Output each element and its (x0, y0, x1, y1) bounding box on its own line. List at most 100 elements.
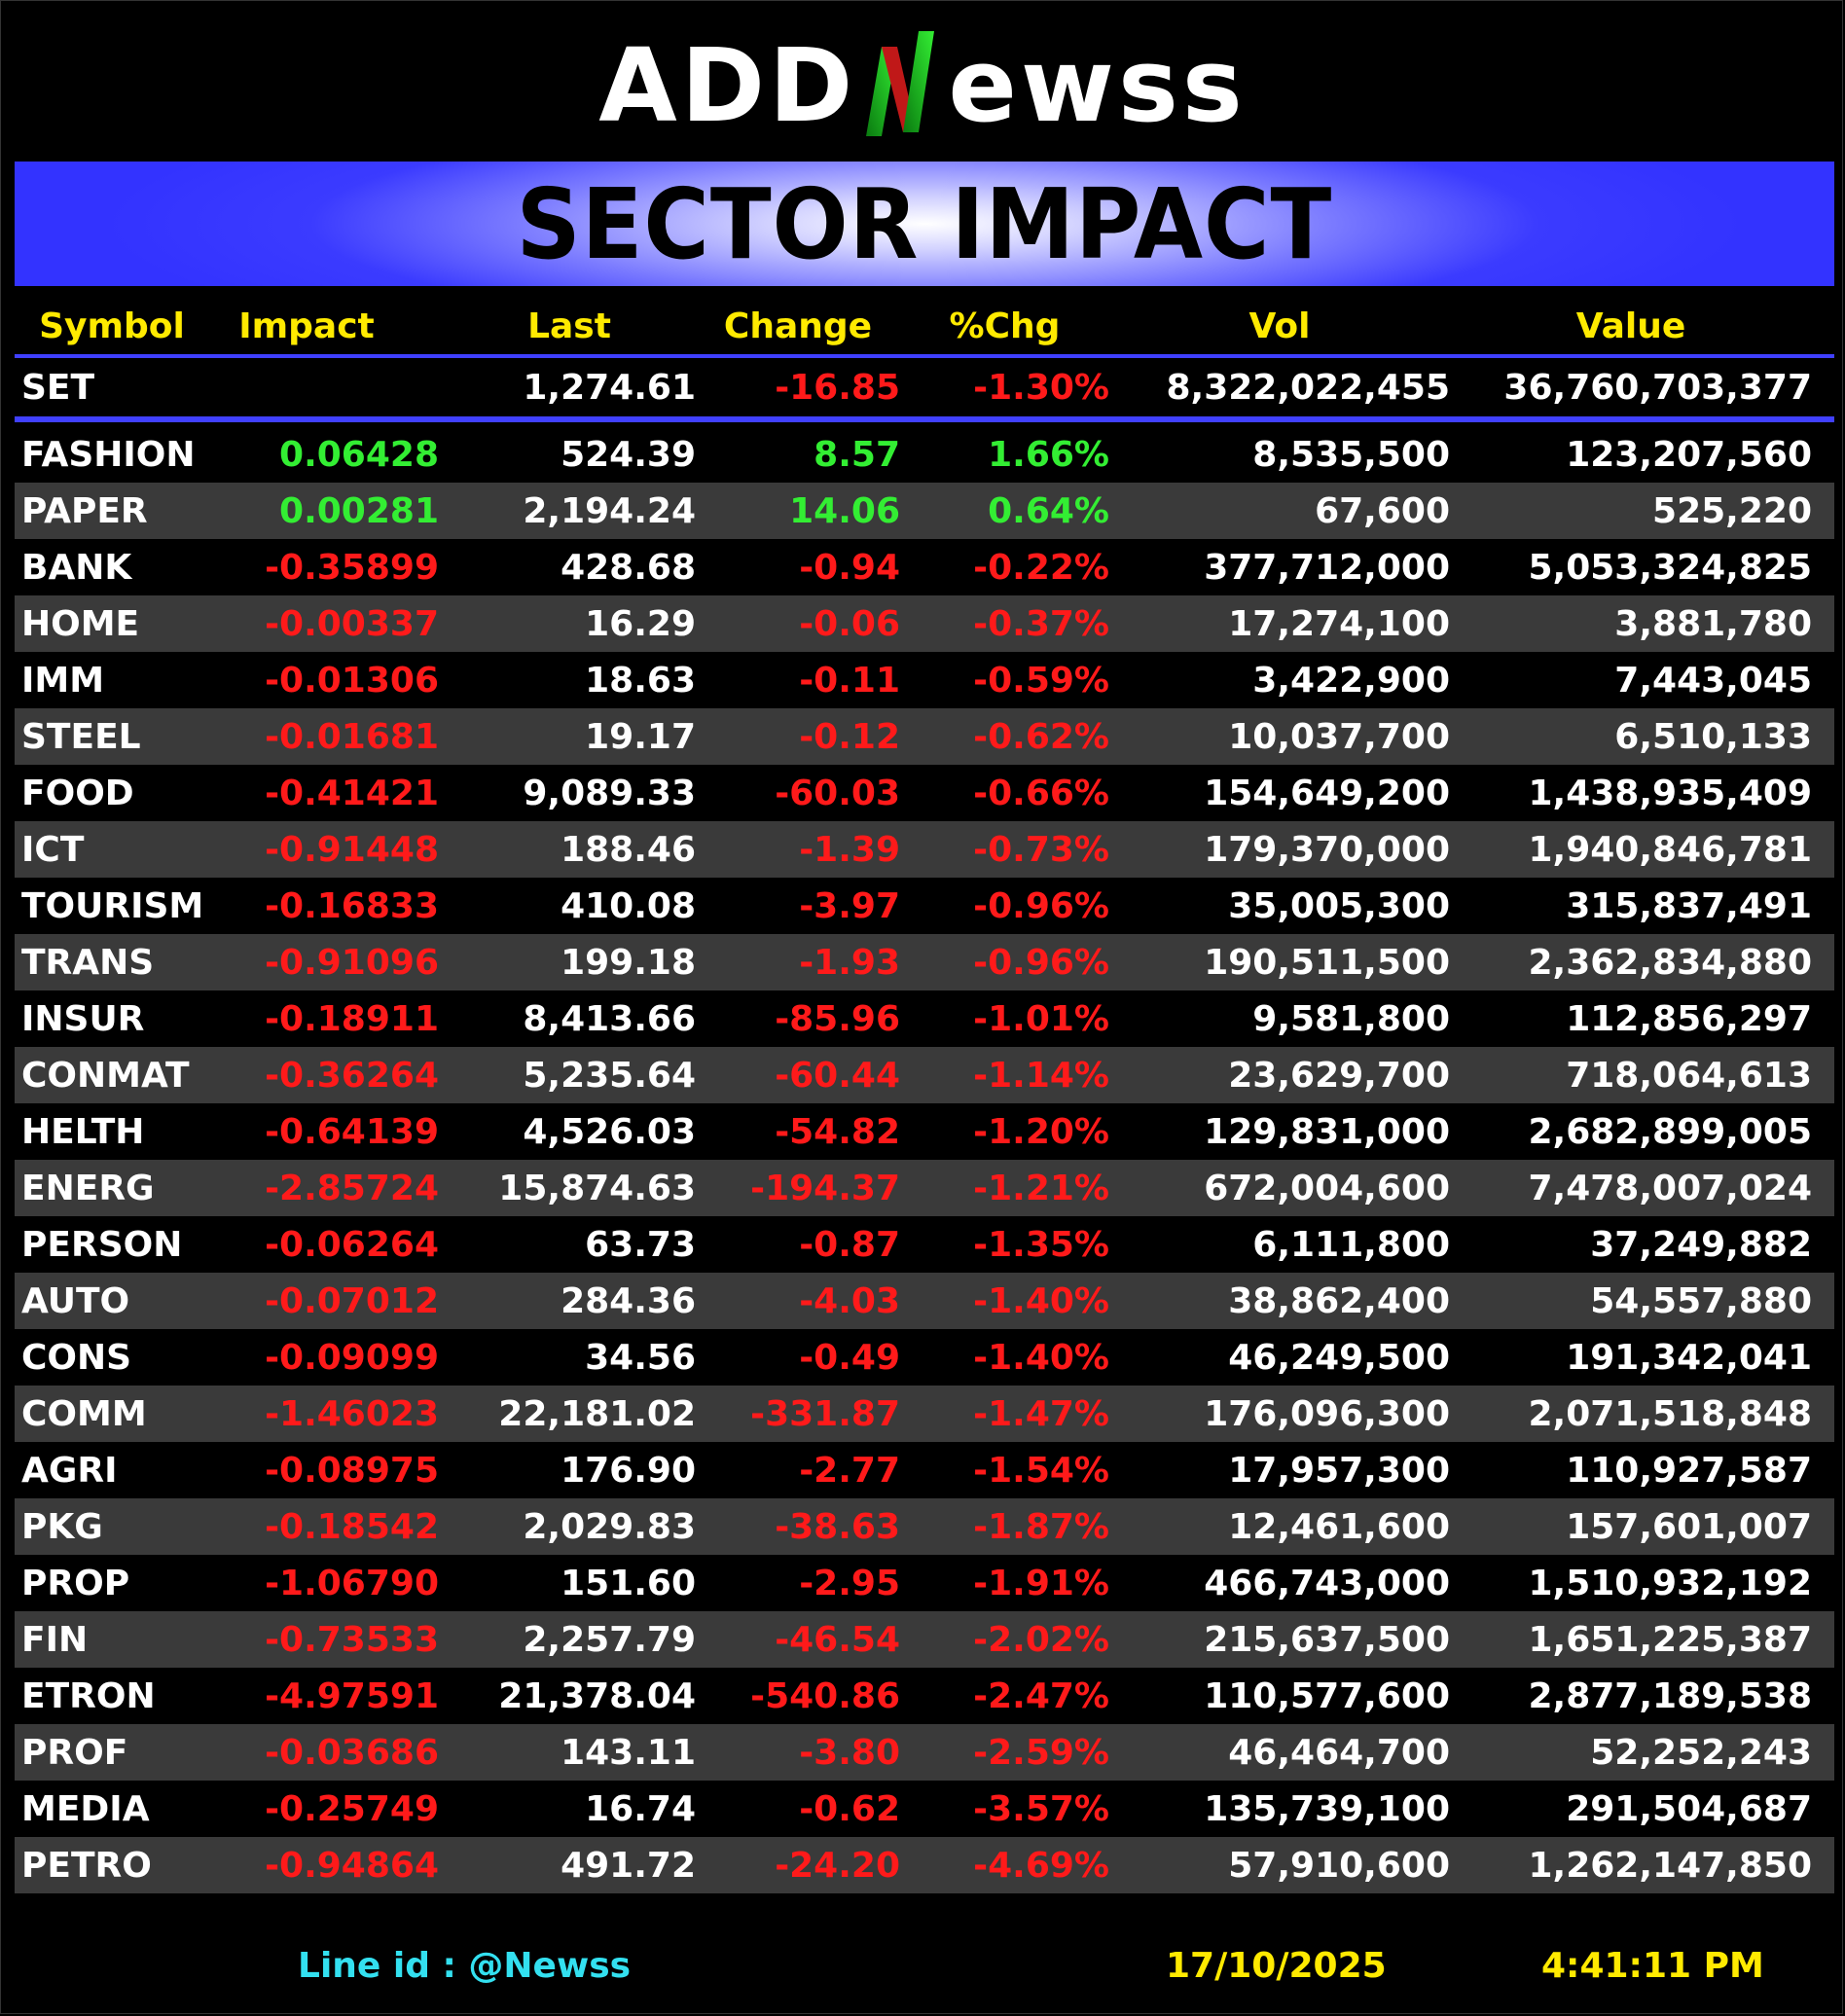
cell-pct: -0.73% (973, 829, 1109, 870)
cell-change: -0.94 (799, 547, 900, 588)
report-date: 17/10/2025 (1166, 1946, 1387, 1986)
cell-last: 34.56 (585, 1337, 696, 1378)
cell-vol: 672,004,600 (1204, 1168, 1450, 1208)
cell-last: 199.18 (561, 942, 696, 983)
cell-vol: 12,461,600 (1228, 1506, 1450, 1547)
index-row: SET 1,274.61 -16.85 -1.30% 8,322,022,455… (15, 358, 1834, 416)
cell-vol: 176,096,300 (1204, 1393, 1450, 1434)
cell-pct: 1.66% (988, 434, 1109, 475)
cell-impact: -0.01681 (265, 716, 439, 757)
cell-change: -60.03 (775, 773, 900, 813)
table-row: AUTO -0.07012 284.36 -4.03 -1.40% 38,862,400 5… (15, 1273, 1834, 1329)
cell-value: 2,362,834,880 (1528, 942, 1812, 983)
cell-symbol: ETRON (21, 1675, 156, 1716)
cell-vol: 9,581,800 (1252, 998, 1450, 1039)
index-impact (248, 358, 439, 416)
table-row: BANK -0.35899 428.68 -0.94 -0.22% 377,712,000… (15, 539, 1834, 595)
table-row: COMM -1.46023 22,181.02 -331.87 -1.47% 176,09… (15, 1386, 1834, 1442)
index-pct: -1.30% (973, 367, 1109, 408)
cell-change: -0.62 (799, 1788, 900, 1829)
cell-pct: -0.62% (973, 716, 1109, 757)
cell-pct: -1.40% (973, 1337, 1109, 1378)
cell-vol: 67,600 (1315, 490, 1450, 531)
cell-pct: -0.22% (973, 547, 1109, 588)
report-time: 4:41:11 PM (1541, 1946, 1764, 1986)
table-row: CONS -0.09099 34.56 -0.49 -1.40% 46,249,500 19… (15, 1329, 1834, 1386)
logo-suffix: ewss (948, 26, 1247, 145)
cell-value: 1,940,846,781 (1528, 829, 1812, 870)
cell-impact: -0.18911 (265, 998, 439, 1039)
cell-symbol: FASHION (21, 434, 196, 475)
table-row: CONMAT -0.36264 5,235.64 -60.44 -1.14% 23,629… (15, 1047, 1834, 1103)
cell-change: -46.54 (775, 1619, 900, 1660)
cell-last: 22,181.02 (498, 1393, 696, 1434)
cell-symbol: STEEL (21, 716, 141, 757)
cell-vol: 190,511,500 (1204, 942, 1450, 983)
cell-impact: -0.73533 (265, 1619, 439, 1660)
cell-impact: -0.06264 (265, 1224, 439, 1265)
cell-vol: 6,111,800 (1252, 1224, 1450, 1265)
cell-symbol: ENERG (21, 1168, 155, 1208)
cell-value: 3,881,780 (1614, 603, 1812, 644)
col-header-value: Value (1575, 306, 1686, 346)
cell-change: -54.82 (775, 1111, 900, 1152)
brand-logo: ADD ewss (0, 27, 1845, 144)
cell-pct: -0.66% (973, 773, 1109, 813)
cell-impact: 0.00281 (279, 490, 439, 531)
cell-change: -0.06 (799, 603, 900, 644)
cell-change: -60.44 (775, 1055, 900, 1096)
cell-symbol: IMM (21, 660, 105, 701)
cell-vol: 35,005,300 (1228, 885, 1450, 926)
cell-impact: -1.06790 (265, 1563, 439, 1603)
table-row: ETRON -4.97591 21,378.04 -540.86 -2.47% 110,5… (15, 1668, 1834, 1724)
table-header: Symbol Impact Last Change %Chg Vol Value (15, 298, 1834, 354)
cell-symbol: CONS (21, 1337, 132, 1378)
col-header-pct: %Chg (949, 306, 1061, 346)
index-symbol: SET (21, 367, 95, 408)
cell-value: 2,071,518,848 (1528, 1393, 1812, 1434)
cell-change: -0.12 (799, 716, 900, 757)
cell-last: 524.39 (561, 434, 696, 475)
cell-last: 18.63 (585, 660, 696, 701)
table-row: INSUR -0.18911 8,413.66 -85.96 -1.01% 9,581,8… (15, 990, 1834, 1047)
cell-pct: -1.35% (973, 1224, 1109, 1265)
index-value: 36,760,703,377 (1503, 367, 1812, 408)
col-header-symbol: Symbol (39, 306, 185, 346)
cell-vol: 179,370,000 (1204, 829, 1450, 870)
cell-change: 8.57 (814, 434, 900, 475)
cell-pct: -2.47% (973, 1675, 1109, 1716)
index-vol: 8,322,022,455 (1166, 367, 1450, 408)
cell-last: 410.08 (561, 885, 696, 926)
cell-symbol: PKG (21, 1506, 103, 1547)
cell-value: 37,249,882 (1590, 1224, 1812, 1265)
table-row: PROP -1.06790 151.60 -2.95 -1.91% 466,743,000… (15, 1555, 1834, 1611)
cell-last: 2,194.24 (523, 490, 696, 531)
cell-change: -3.80 (799, 1732, 900, 1773)
col-header-impact: Impact (238, 306, 375, 346)
cell-impact: -0.08975 (265, 1450, 439, 1491)
cell-symbol: MEDIA (21, 1788, 150, 1829)
cell-pct: -1.40% (973, 1280, 1109, 1321)
table-row: AGRI -0.08975 176.90 -2.77 -1.54% 17,957,300 1… (15, 1442, 1834, 1498)
cell-pct: -4.69% (973, 1845, 1109, 1886)
cell-vol: 215,637,500 (1204, 1619, 1450, 1660)
cell-pct: 0.64% (988, 490, 1109, 531)
cell-value: 7,443,045 (1614, 660, 1812, 701)
cell-impact: -0.09099 (265, 1337, 439, 1378)
cell-pct: -2.02% (973, 1619, 1109, 1660)
cell-change: -0.87 (799, 1224, 900, 1265)
cell-pct: -1.14% (973, 1055, 1109, 1096)
cell-last: 15,874.63 (498, 1168, 696, 1208)
cell-vol: 46,464,700 (1228, 1732, 1450, 1773)
cell-symbol: HELTH (21, 1111, 145, 1152)
cell-change: -24.20 (775, 1845, 900, 1886)
cell-vol: 23,629,700 (1228, 1055, 1450, 1096)
cell-last: 19.17 (585, 716, 696, 757)
cell-impact: -0.41421 (265, 773, 439, 813)
cell-impact: -2.85724 (265, 1168, 439, 1208)
table-row: TRANS -0.91096 199.18 -1.93 -0.96% 190,511,50… (15, 934, 1834, 990)
cell-change: -540.86 (750, 1675, 900, 1716)
cell-symbol: TOURISM (21, 885, 204, 926)
cell-change: -194.37 (750, 1168, 900, 1208)
cell-value: 1,438,935,409 (1528, 773, 1812, 813)
